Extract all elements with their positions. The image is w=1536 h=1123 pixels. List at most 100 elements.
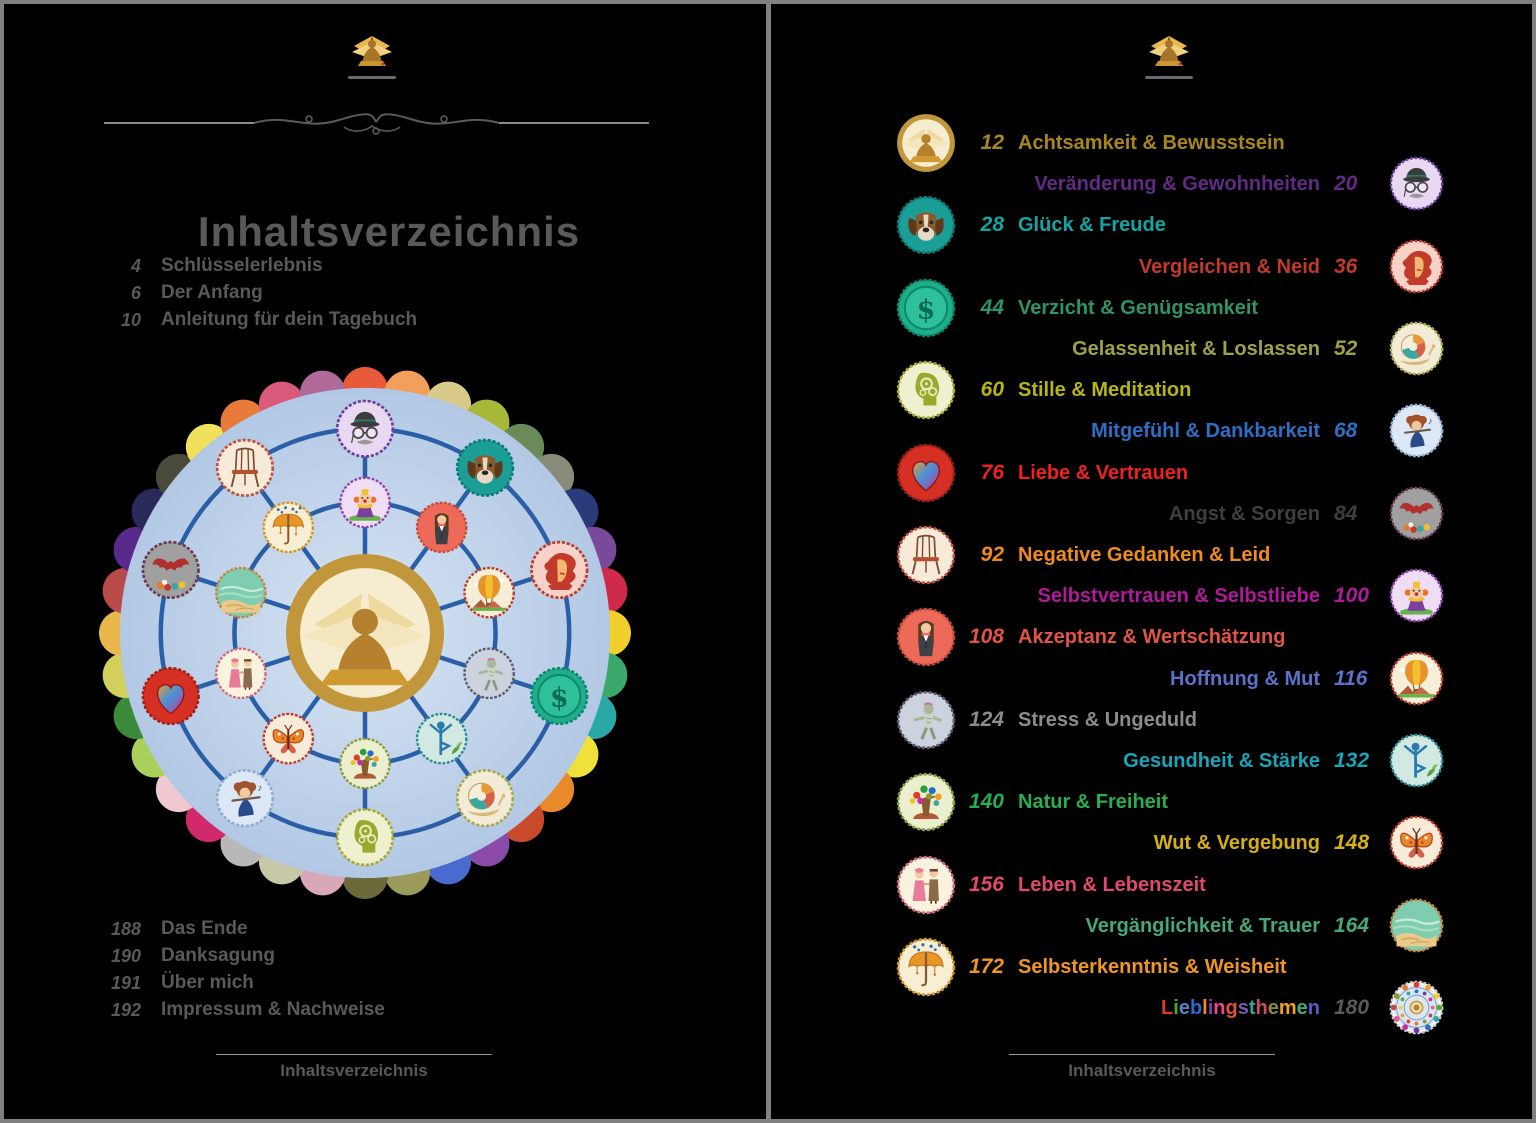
toc-row[interactable]: 12 Achtsamkeit & Bewusstsein: [944, 128, 1374, 158]
toc-entry[interactable]: 191 Über mich: [89, 970, 254, 996]
page-number: 108: [968, 625, 1004, 648]
logo-underline: [348, 76, 396, 79]
bat-icon: [141, 540, 200, 600]
page-number: 188: [110, 919, 141, 939]
chapter-label: Mitgefühl & Dankbarkeit: [1091, 420, 1320, 442]
flute-woman-icon: ♪: [215, 769, 275, 828]
page-number: 60: [980, 378, 1004, 401]
toc-row[interactable]: Gelassenheit & Loslassen 52: [704, 334, 1384, 364]
chapter-label: Angst & Sorgen: [1168, 503, 1320, 525]
page-number: 12: [980, 131, 1004, 154]
toc-row[interactable]: Hoffnung & Mut 116: [704, 664, 1384, 694]
woman-suit-icon: [896, 607, 956, 667]
chapter-icon: [895, 442, 957, 509]
snail-icon: [455, 769, 515, 828]
chapter-label: Der Anfang: [161, 282, 263, 303]
toc-row[interactable]: Angst & Sorgen 84: [704, 499, 1384, 529]
page-number: 10: [120, 310, 141, 330]
chapter-icon: [1388, 238, 1445, 300]
bowler-man-icon: [335, 399, 395, 458]
flute-woman-icon: ♪: [1389, 403, 1444, 458]
toc-entry[interactable]: 190 Danksagung: [89, 943, 275, 969]
toc-row[interactable]: Vergänglichkeit & Trauer 164: [704, 911, 1384, 941]
page-number: 116: [1334, 667, 1368, 690]
toc-row[interactable]: 140 Natur & Freiheit: [944, 787, 1374, 817]
toc-entry[interactable]: 4 Schlüsselerlebnis: [89, 253, 323, 279]
toc-row[interactable]: 60 Stille & Meditation: [944, 375, 1374, 405]
page-number: 190: [110, 946, 141, 966]
chapter-icon: [1388, 814, 1445, 876]
toc-row[interactable]: Lieblingsthemen 180: [704, 993, 1384, 1023]
beach-icon: [215, 566, 267, 619]
butterfly-icon: [1389, 815, 1444, 870]
winged-meditation-logo-icon: [1149, 36, 1189, 66]
chapter-label: Verzicht & Genügsamkeit: [1018, 297, 1259, 319]
page-number: 140: [968, 790, 1004, 813]
page-number: 4: [130, 256, 141, 276]
chapter-label: Impressum & Nachweise: [161, 999, 385, 1020]
umbrella-icon: [262, 501, 315, 554]
chapter-label: Selbsterkenntnis & Weisheit: [1018, 956, 1287, 978]
chapter-icon: [895, 112, 957, 179]
toc-row[interactable]: Vergleichen & Neid 36: [704, 252, 1384, 282]
chapter-label: Lieblingsthemen: [1161, 997, 1320, 1019]
toc-row[interactable]: 108 Akzeptanz & Wertschätzung: [944, 622, 1374, 652]
toc-row[interactable]: 76 Liebe & Vertrauen: [944, 458, 1374, 488]
chapter-icon: [1388, 897, 1445, 959]
page-number: 68: [1334, 419, 1358, 442]
page-title: Inhaltsverzeichnis: [197, 208, 581, 256]
toc-row[interactable]: 172 Selbsterkenntnis & Weisheit: [944, 952, 1374, 982]
clown-icon: [339, 476, 391, 529]
zombie-icon: [896, 690, 956, 750]
page-number: 52: [1334, 337, 1358, 360]
toc-row[interactable]: Mitgefühl & Dankbarkeit 68: [704, 416, 1384, 446]
toc-row[interactable]: 156 Leben & Lebenszeit: [944, 870, 1374, 900]
chapter-label: Stille & Meditation: [1018, 379, 1192, 401]
toc-row[interactable]: 28 Glück & Freude: [944, 210, 1374, 240]
chapter-label: Über mich: [161, 972, 254, 993]
meditation-icon: [897, 114, 955, 172]
chapter-label: Veränderung & Gewohnheiten: [1034, 173, 1320, 195]
chapter-label: Leben & Lebenszeit: [1018, 874, 1206, 896]
toc-row[interactable]: Selbstvertrauen & Selbstliebe 100: [704, 581, 1384, 611]
chapter-icon: [1388, 979, 1445, 1041]
woman-suit-icon: [415, 501, 468, 554]
clown-icon: [1389, 568, 1444, 623]
page-number: 191: [110, 973, 141, 993]
toc-row[interactable]: 124 Stress & Ungeduld: [944, 705, 1374, 735]
beach-icon: [1389, 898, 1444, 953]
chapter-icon: [1388, 155, 1445, 217]
chair-icon: [215, 438, 275, 497]
svg-text:♪: ♪: [257, 783, 262, 794]
toc-entry[interactable]: 188 Das Ende: [89, 916, 248, 942]
toc-entry[interactable]: 10 Anleitung für dein Tagebuch: [89, 307, 417, 333]
chapter-icon: ♪: [1388, 402, 1445, 464]
umbrella-icon: [896, 937, 956, 997]
hot-air-balloon-icon: [463, 566, 515, 619]
chapter-icon: [1388, 320, 1445, 382]
page-number: 6: [130, 283, 141, 303]
page-number: 124: [968, 708, 1004, 731]
tree-icon: [339, 737, 391, 790]
page-number: 92: [980, 543, 1004, 566]
toc-row[interactable]: 44 Verzicht & Genügsamkeit: [944, 293, 1374, 323]
toc-row[interactable]: Gesundheit & Stärke 132: [704, 746, 1384, 776]
footer-label: Inhaltsverzeichnis: [1068, 1061, 1216, 1080]
chapter-label: Stress & Ungeduld: [1018, 709, 1197, 731]
chapter-icon: [895, 194, 957, 261]
page-number: 44: [980, 296, 1004, 319]
toc-entry[interactable]: 192 Impressum & Nachweise: [89, 997, 385, 1023]
toc-entry[interactable]: 6 Der Anfang: [89, 280, 263, 306]
chapter-icon: [895, 359, 957, 426]
yoga-icon: [1389, 733, 1444, 788]
toc-row[interactable]: Veränderung & Gewohnheiten 20: [704, 169, 1384, 199]
page-number: 28: [980, 213, 1004, 236]
chapter-label: Schlüsselerlebnis: [161, 255, 323, 276]
mandala-icon: [1389, 980, 1444, 1035]
toc-row[interactable]: 92 Negative Gedanken & Leid: [944, 540, 1374, 570]
chapter-icon: [1388, 732, 1445, 794]
toc-row[interactable]: Wut & Vergebung 148: [704, 828, 1384, 858]
svg-text:$: $: [917, 294, 936, 325]
chapter-label: Anleitung für dein Tagebuch: [161, 309, 418, 330]
